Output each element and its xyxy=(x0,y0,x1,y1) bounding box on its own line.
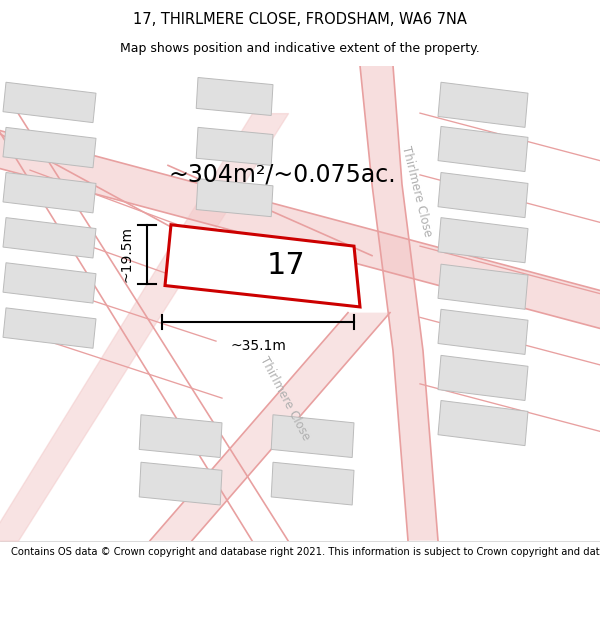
Polygon shape xyxy=(3,82,96,122)
Polygon shape xyxy=(438,217,528,262)
Polygon shape xyxy=(3,217,96,258)
Polygon shape xyxy=(438,173,528,218)
Polygon shape xyxy=(3,308,96,348)
Polygon shape xyxy=(438,264,528,309)
Polygon shape xyxy=(3,173,96,213)
Text: Thirlmere Close: Thirlmere Close xyxy=(400,145,434,238)
Text: ~19.5m: ~19.5m xyxy=(120,226,134,282)
Polygon shape xyxy=(3,262,96,303)
Polygon shape xyxy=(0,127,600,332)
Text: 17: 17 xyxy=(267,251,306,281)
Polygon shape xyxy=(438,82,528,127)
Polygon shape xyxy=(360,66,438,541)
Text: Contains OS data © Crown copyright and database right 2021. This information is : Contains OS data © Crown copyright and d… xyxy=(11,546,600,556)
Polygon shape xyxy=(271,462,354,505)
Polygon shape xyxy=(438,356,528,401)
Polygon shape xyxy=(196,78,273,116)
Polygon shape xyxy=(196,179,273,217)
Polygon shape xyxy=(438,401,528,446)
Polygon shape xyxy=(139,462,222,505)
Text: ~35.1m: ~35.1m xyxy=(230,339,286,352)
Polygon shape xyxy=(438,309,528,354)
Polygon shape xyxy=(150,312,390,541)
Text: 17, THIRLMERE CLOSE, FRODSHAM, WA6 7NA: 17, THIRLMERE CLOSE, FRODSHAM, WA6 7NA xyxy=(133,12,467,27)
Text: ~304m²/~0.075ac.: ~304m²/~0.075ac. xyxy=(168,163,395,187)
Polygon shape xyxy=(165,225,360,307)
Text: Thirlmere Close: Thirlmere Close xyxy=(257,354,313,442)
Polygon shape xyxy=(3,127,96,168)
Polygon shape xyxy=(139,415,222,458)
Polygon shape xyxy=(196,127,273,166)
Text: Map shows position and indicative extent of the property.: Map shows position and indicative extent… xyxy=(120,42,480,55)
Polygon shape xyxy=(271,415,354,458)
Polygon shape xyxy=(438,126,528,171)
